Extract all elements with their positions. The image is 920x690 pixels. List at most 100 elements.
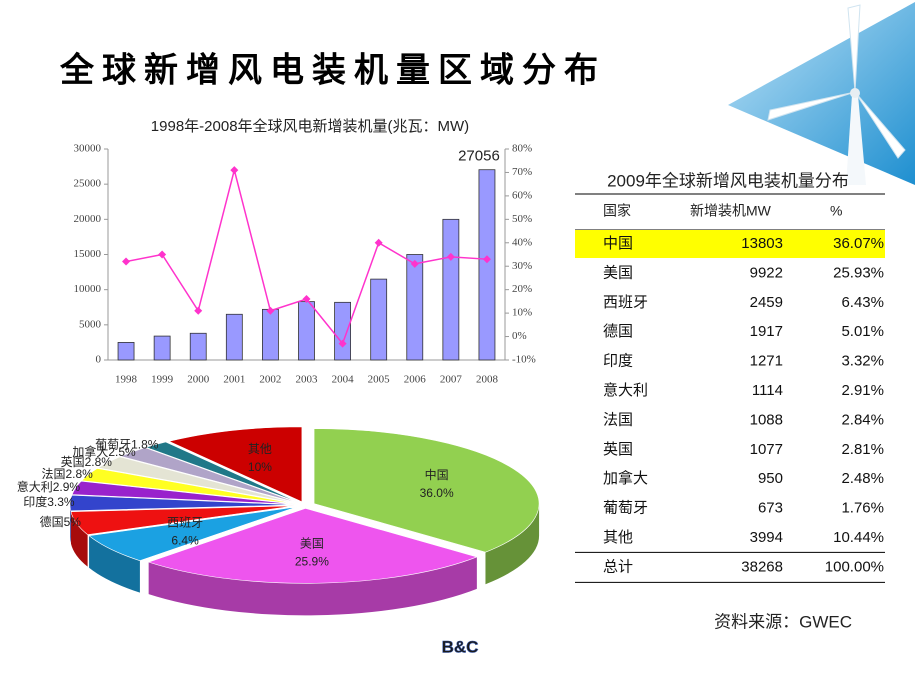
y2-tick-label: 50% [512,213,532,225]
pie-value-label: 1.8% [131,438,159,452]
x-tick-label: 2003 [296,374,319,386]
table-cell: 2.84% [841,411,884,428]
pie-slice [69,494,296,512]
pie-label-group: 葡萄牙1.8% [95,438,159,452]
y-tick-label: 25000 [74,178,102,190]
pie-label: 法国 [41,467,65,481]
line-marker [410,259,419,268]
pie-slice [71,480,296,505]
bar [370,278,388,361]
table-cell: 1114 [752,382,783,399]
x-tick-label: 2004 [332,374,355,386]
pie-slice [70,505,296,535]
table-cell: 3994 [750,529,783,546]
table-cell: 美国 [603,264,633,281]
pie-value-label: 6.4% [171,533,199,547]
pie-label: 德国 [40,514,64,529]
table-cell: 2.91% [841,382,884,399]
table-cell: 葡萄牙 [603,500,648,517]
x-tick-label: 2001 [223,374,245,386]
pie-label: 印度 [23,494,47,509]
pie-slice [119,447,298,504]
table-cell: 3.32% [841,353,884,370]
pie-label-group: 加拿大2.5% [72,444,136,459]
x-tick-label: 2007 [440,374,463,386]
table-cell: 2.48% [841,470,884,487]
pie-value-label: 2.8% [85,455,113,469]
table-cell: 673 [758,500,783,517]
y2-tick-label: 60% [512,189,532,201]
line-marker [266,306,275,315]
pie-label: 西班牙 [167,515,203,529]
bar [153,335,171,361]
y2-tick-label: 0% [512,330,527,342]
table-header: % [830,203,842,219]
pie-slice [88,506,297,561]
y-tick-label: 5000 [79,318,102,330]
x-tick-label: 2000 [187,374,210,386]
table-cell: 1077 [750,441,783,458]
pie-label-group: 印度3.3% [23,494,75,509]
pie-label: 加拿大 [72,444,108,459]
pie-label: 意大利 [17,479,53,494]
pie-value-label: 10% [248,460,272,474]
table-cell: 9922 [750,264,783,281]
table-highlight [575,230,885,258]
line-marker [446,252,455,261]
pie-slice [97,456,297,504]
line-marker [302,295,311,304]
table-title: 2009年全球新增风电装机量分布 [607,171,849,190]
y-tick-label: 15000 [74,248,102,260]
bar [262,308,279,361]
pie-side [89,535,140,593]
table-cell: 10.44% [833,529,884,546]
table-total: 总计 [603,558,633,575]
table-cell: 6.43% [841,294,884,311]
table-cell: 中国 [603,235,633,252]
pie-slice [145,441,299,503]
table-total: 100.00% [825,558,884,575]
x-tick-label: 1999 [151,374,174,386]
table-cell: 36.07% [833,235,884,252]
pie-label: 英国 [61,455,85,469]
bar [478,169,496,361]
data-label: 27056 [458,148,500,165]
line-marker [158,250,167,259]
pie-slice [313,428,540,553]
table-header: 新增装机MW [690,203,772,219]
pie-value-label: 2.8% [65,467,93,481]
x-tick-label: 2005 [368,374,391,386]
pie-label: 其他 [248,442,272,456]
table-cell: 2459 [750,294,783,311]
table-cell: 25.93% [833,264,884,281]
y2-tick-label: 80% [512,143,532,155]
pie-slice [147,508,478,584]
table-cell: 1271 [750,353,783,370]
table-total: 38268 [741,558,783,575]
pie-value-label: 2.9% [53,480,81,494]
table-cell: 法国 [603,411,633,428]
table-cell: 德国 [603,322,633,340]
pie-value-label: 5% [64,515,82,529]
pie-side [70,504,71,543]
table-cell: 1.76% [841,500,884,517]
footer-logo: B&C [442,637,479,656]
x-tick-label: 2002 [259,374,281,386]
table-cell: 2.81% [841,441,884,458]
bar [117,342,135,361]
table-cell: 1088 [750,411,783,428]
bar [406,254,424,361]
bar [225,313,243,361]
pie-side [485,503,540,585]
table-cell: 其他 [603,529,633,546]
slide-title: 全球新增风电装机量区域分布 [59,51,606,91]
y2-tick-label: 40% [512,236,532,248]
line-marker [230,166,239,175]
pie-label: 葡萄牙 [95,438,131,452]
table-cell: 加拿大 [603,469,648,487]
pie-label-group: 英国2.8% [61,455,113,469]
y2-tick-label: 70% [512,166,532,178]
line-marker [194,306,203,315]
